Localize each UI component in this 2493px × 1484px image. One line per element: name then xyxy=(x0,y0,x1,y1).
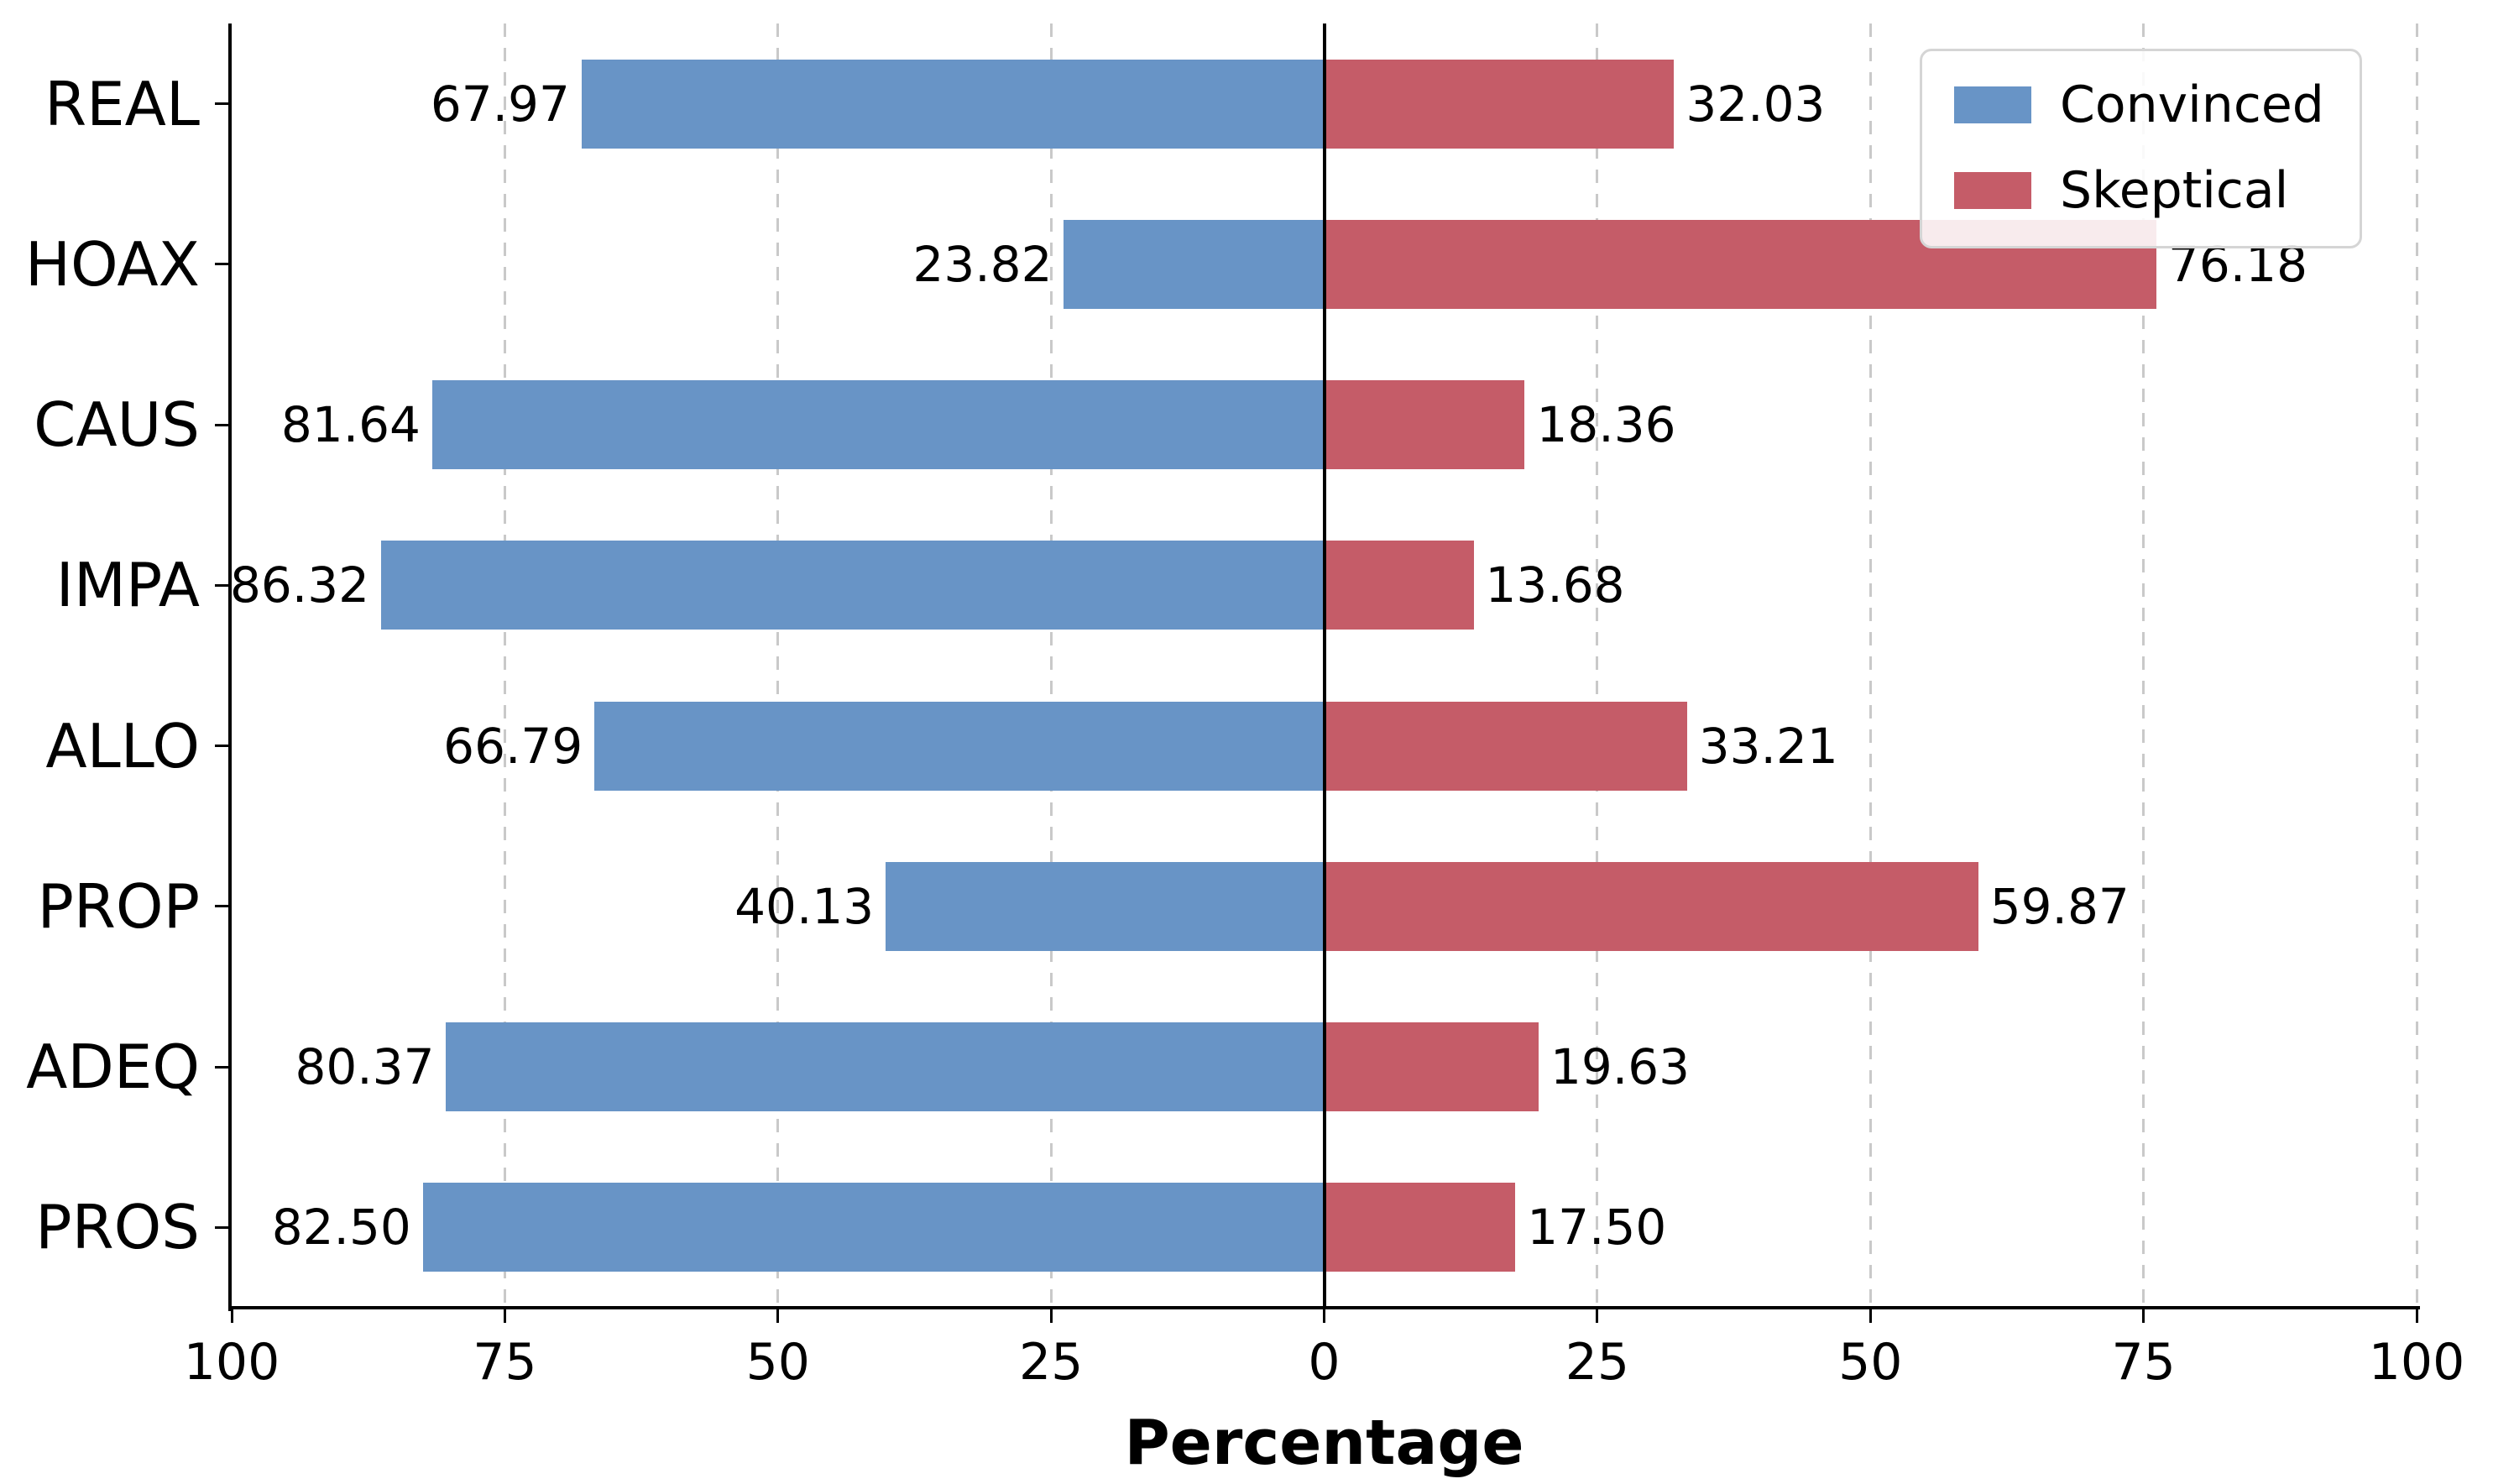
xtick-label--75: 75 xyxy=(473,1333,537,1392)
xtick--50 xyxy=(776,1308,780,1323)
ytick-HOAX xyxy=(215,263,232,266)
legend-swatch-convinced xyxy=(1954,86,2031,123)
ytick-PROP xyxy=(215,905,232,908)
xtick-label-25: 25 xyxy=(1565,1333,1630,1392)
bar-skeptical-PROS xyxy=(1324,1183,1516,1272)
xtick-label-75: 75 xyxy=(2111,1333,2176,1392)
xtick-label--50: 50 xyxy=(745,1333,810,1392)
bar-convinced-CAUS xyxy=(431,380,1325,470)
value-label-convinced-ADEQ: 80.37 xyxy=(295,1038,435,1096)
xtick-label--25: 25 xyxy=(1018,1333,1084,1392)
bar-skeptical-CAUS xyxy=(1324,380,1525,470)
value-label-skeptical-ALLO: 33.21 xyxy=(1698,717,1838,775)
ytick-REAL xyxy=(215,102,232,106)
category-label-ADEQ: ADEQ xyxy=(26,1032,200,1103)
xtick--100 xyxy=(230,1308,233,1323)
value-label-skeptical-CAUS: 18.36 xyxy=(1536,396,1676,454)
legend-row-convinced: Convinced xyxy=(1954,75,2324,135)
value-label-skeptical-PROS: 17.50 xyxy=(1527,1199,1667,1257)
gridline-50 xyxy=(1868,24,1872,1308)
value-label-skeptical-IMPA: 13.68 xyxy=(1485,556,1625,614)
gridline--25 xyxy=(1049,24,1053,1308)
ytick-CAUS xyxy=(215,423,232,426)
category-label-REAL: REAL xyxy=(44,68,200,139)
ytick-ALLO xyxy=(215,745,232,748)
category-label-PROS: PROS xyxy=(35,1192,200,1263)
gridline--75 xyxy=(503,24,506,1308)
gridline--50 xyxy=(776,24,780,1308)
value-label-convinced-PROP: 40.13 xyxy=(734,877,875,935)
value-label-convinced-HOAX: 23.82 xyxy=(912,235,1053,293)
ytick-IMPA xyxy=(215,583,232,587)
xtick-50 xyxy=(1868,1308,1872,1323)
xtick-0 xyxy=(1323,1308,1325,1323)
xtick-75 xyxy=(2142,1308,2145,1323)
bar-skeptical-ADEQ xyxy=(1324,1022,1539,1112)
value-label-convinced-IMPA: 86.32 xyxy=(229,556,370,614)
value-label-skeptical-PROP: 59.87 xyxy=(1989,877,2130,935)
category-label-CAUS: CAUS xyxy=(34,389,200,461)
category-label-HOAX: HOAX xyxy=(24,228,200,300)
bar-convinced-PROP xyxy=(886,861,1325,951)
xtick--75 xyxy=(503,1308,506,1323)
bar-convinced-PROS xyxy=(422,1183,1325,1272)
gridline-100 xyxy=(2415,24,2418,1308)
bar-skeptical-ALLO xyxy=(1324,701,1687,791)
legend-label-skeptical: Skeptical xyxy=(2060,161,2289,220)
bar-convinced-REAL xyxy=(581,59,1325,149)
value-label-skeptical-ADEQ: 19.63 xyxy=(1550,1038,1691,1096)
gridline-25 xyxy=(1596,24,1599,1308)
xtick-100 xyxy=(2415,1308,2418,1323)
xtick-label--100: 100 xyxy=(183,1333,280,1392)
x-axis-title: Percentage xyxy=(1124,1407,1524,1479)
category-label-IMPA: IMPA xyxy=(55,550,200,621)
xtick--25 xyxy=(1049,1308,1053,1323)
gridline-75 xyxy=(2142,24,2145,1308)
bar-convinced-ADEQ xyxy=(446,1022,1325,1112)
value-label-skeptical-REAL: 32.03 xyxy=(1686,75,1826,133)
zero-axis-line xyxy=(1322,24,1326,1308)
legend-row-skeptical: Skeptical xyxy=(1954,160,2324,221)
category-label-ALLO: ALLO xyxy=(45,710,200,781)
value-label-convinced-REAL: 67.97 xyxy=(430,75,570,133)
xtick-25 xyxy=(1596,1308,1599,1323)
category-label-PROP: PROP xyxy=(37,870,200,942)
bar-skeptical-IMPA xyxy=(1324,541,1474,630)
bar-convinced-IMPA xyxy=(381,541,1325,630)
left-spine xyxy=(228,24,232,1311)
value-label-convinced-ALLO: 66.79 xyxy=(443,717,583,775)
bar-skeptical-REAL xyxy=(1324,59,1675,149)
legend-label-convinced: Convinced xyxy=(2060,76,2324,134)
value-label-convinced-CAUS: 81.64 xyxy=(280,396,421,454)
xtick-label-50: 50 xyxy=(1838,1333,1903,1392)
ytick-PROS xyxy=(215,1225,232,1229)
legend-swatch-skeptical xyxy=(1954,172,2031,209)
xtick-label-0: 0 xyxy=(1308,1333,1341,1392)
ytick-ADEQ xyxy=(215,1065,232,1069)
xtick-label-100: 100 xyxy=(2368,1333,2465,1392)
bar-convinced-HOAX xyxy=(1064,219,1325,309)
legend: Convinced Skeptical xyxy=(1920,49,2362,248)
bar-convinced-ALLO xyxy=(594,701,1325,791)
value-label-convinced-PROS: 82.50 xyxy=(271,1199,411,1257)
bar-skeptical-PROP xyxy=(1324,861,1978,951)
